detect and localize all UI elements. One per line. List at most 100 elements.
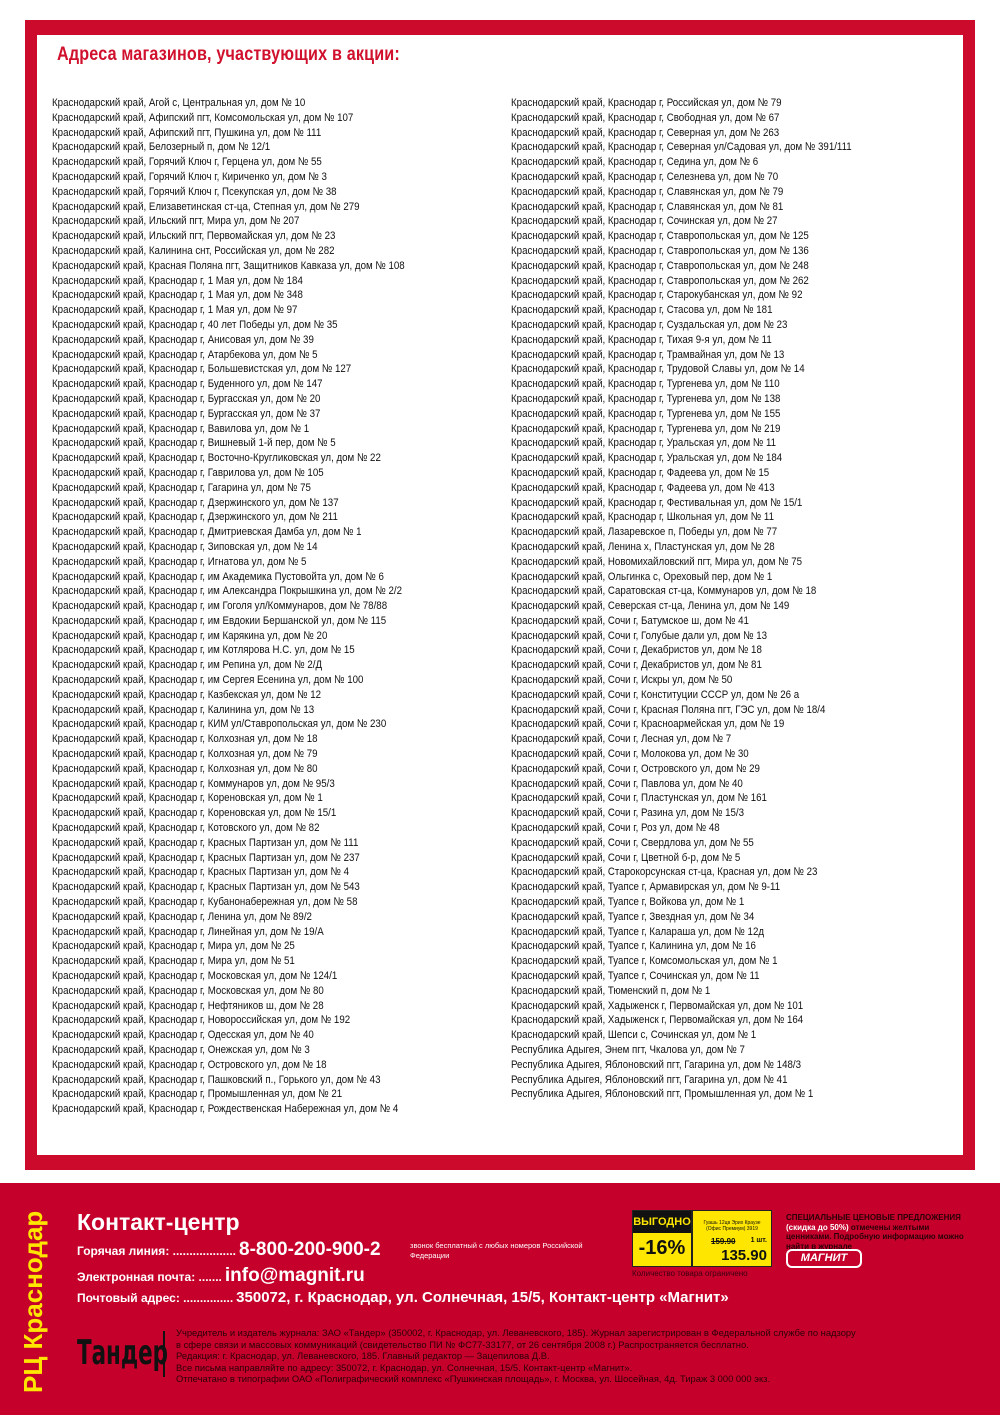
address-item: Республика Адыгея, Яблоновский пгт, Гага… <box>511 1073 788 1086</box>
address-item: Краснодарский край, Краснодар г, Красных… <box>52 881 360 894</box>
contact-center-title: Контакт-центр <box>77 1209 240 1235</box>
address-item: Краснодарский край, Краснодар г, КИМ ул/… <box>52 718 387 731</box>
address-item: Краснодарский край, Ленина х, Пластунска… <box>511 540 775 553</box>
address-item: Краснодарский край, Туапсе г, Звездная у… <box>511 910 755 923</box>
address-item: Краснодарский край, Краснодар г, Колхозн… <box>52 762 318 775</box>
address-item: Краснодарский край, Краснодар г, Красных… <box>52 851 360 864</box>
address-item: Краснодарский край, Краснодар г, Казбекс… <box>52 688 322 701</box>
address-item: Краснодарский край, Краснодар г, 1 Мая у… <box>52 274 303 287</box>
address-item: Краснодарский край, Саратовская ст-ца, К… <box>511 585 817 598</box>
address-item: Краснодарский край, Горячий Ключ г, Герц… <box>52 156 322 169</box>
limited-note: Количество товара ограничено <box>632 1269 748 1278</box>
address-item: Краснодарский край, Ильский пгт, Мира ул… <box>52 215 300 228</box>
address-item: Краснодарский край, Краснодар г, Мира ул… <box>52 955 295 968</box>
special-discount: (скидка до 50%) <box>786 1222 849 1232</box>
address-item: Краснодарский край, Горячий Ключ г, Псек… <box>52 185 337 198</box>
address-item: Краснодарский край, Краснодар г, Тургене… <box>511 378 780 391</box>
address-item: Краснодарский край, Краснодар г, Колхозн… <box>52 748 318 761</box>
address-item: Краснодарский край, Сочи г, Декабристов … <box>511 659 762 672</box>
address-item: Краснодарский край, Краснодар г, им Каря… <box>52 629 328 642</box>
address-item: Краснодарский край, Сочи г, Голубые дали… <box>511 629 768 642</box>
address-item: Краснодарский край, Краснодар г, Большев… <box>52 363 352 376</box>
page-title: Адреса магазинов, участвующих в акции: <box>57 44 400 65</box>
address-item: Краснодарский край, Туапсе г, Войкова ул… <box>511 896 745 909</box>
address-item: Краснодарский край, Краснодар г, им Котл… <box>52 644 355 657</box>
address-panel <box>37 35 963 1155</box>
address-item: Краснодарский край, Краснодар г, Котовск… <box>52 822 320 835</box>
magnit-logo: МАГНИТ <box>786 1249 862 1268</box>
address-item: Краснодарский край, Краснодар г, Нефтяни… <box>52 999 324 1012</box>
address-item: Краснодарский край, Туапсе г, Калинина у… <box>511 940 756 953</box>
address-item: Краснодарский край, Афипский пгт, Пушкин… <box>52 126 322 139</box>
address-item: Краснодарский край, Краснодар г, Красных… <box>52 836 359 849</box>
address-item: Краснодарский край, Краснодар г, Тургене… <box>511 392 781 405</box>
address-item: Краснодарский край, Краснодар г, Островс… <box>52 1058 327 1071</box>
price-tag-sample: ВЫГОДНО -16% Гуашь 12цв Эрих Краузе (Офи… <box>632 1210 772 1268</box>
address-item: Краснодарский край, Ильский пгт, Первома… <box>52 230 336 243</box>
address-item: Краснодарский край, Сочи г, Красноармейс… <box>511 718 785 731</box>
email-row: Электронная почта: ....... info@magnit.ru <box>77 1265 365 1287</box>
address-item: Краснодарский край, Краснодар г, Буденно… <box>52 378 323 391</box>
address-item: Краснодарский край, Ольгинка с, Ореховый… <box>511 570 773 583</box>
address-item: Краснодарский край, Шепси с, Сочинская у… <box>511 1029 757 1042</box>
address-item: Краснодарский край, Краснодар г, Уральск… <box>511 437 777 450</box>
address-item: Краснодарский край, Краснодар г, Славянс… <box>511 185 784 198</box>
special-offers-text: СПЕЦИАЛЬНЫЕ ЦЕНОВЫЕ ПРЕДЛОЖЕНИЯ (скидка … <box>786 1213 976 1251</box>
legal-line: Все письма направляйте по адресу: 350072… <box>176 1361 633 1373</box>
email-label: Электронная почта: ....... <box>77 1270 222 1284</box>
address-item: Краснодарский край, Туапсе г, Комсомольс… <box>511 955 778 968</box>
address-item: Краснодарский край, Краснодар г, Северна… <box>511 141 852 154</box>
address-item: Краснодарский край, Белозерный п, дом № … <box>52 141 271 154</box>
address-item: Краснодарский край, Краснодар г, Дзержин… <box>52 511 338 524</box>
address-item: Краснодарский край, Краснодар г, Фадеева… <box>511 481 775 494</box>
address-item: Краснодарский край, Краснодар г, Сочинск… <box>511 215 778 228</box>
hotline-note: звонок бесплатный с любых номеров Россий… <box>410 1241 583 1260</box>
address-item: Краснодарский край, Краснодар г, Красных… <box>52 866 349 879</box>
address-item: Краснодарский край, Краснодар г, Староку… <box>511 289 803 302</box>
address-item: Краснодарский край, Краснодар г, 1 Мая у… <box>52 289 303 302</box>
address-item: Краснодарский край, Горячий Ключ г, Кири… <box>52 170 327 183</box>
address-item: Краснодарский край, Краснодар г, им Акад… <box>52 570 384 583</box>
address-item: Краснодарский край, Краснодар г, Гагарин… <box>52 481 311 494</box>
address-item: Краснодарский край, Краснодар г, Одесска… <box>52 1029 314 1042</box>
price-label: Гуашь 12цв Эрих Краузе (Офис Премиум) 39… <box>692 1210 772 1267</box>
address-item: Краснодарский край, Краснодар г, Тихая 9… <box>511 333 772 346</box>
hotline-label: Горячая линия: ................... <box>77 1244 236 1258</box>
post-row: Почтовый адрес: ............... 350072, г… <box>77 1289 729 1307</box>
address-item: Краснодарский край, Краснодар г, Бургасс… <box>52 392 321 405</box>
address-item: Краснодарский край, Красная Поляна пгт, … <box>52 259 405 272</box>
address-item: Краснодарский край, Краснодар г, им Гого… <box>52 600 388 613</box>
tander-logo: Тандер <box>77 1333 168 1373</box>
address-item: Краснодарский край, Старокорсунская ст-ц… <box>511 866 818 879</box>
address-item: Краснодарский край, Тюменский п, дом № 1 <box>511 984 711 997</box>
address-item: Краснодарский край, Краснодар г, Игнатов… <box>52 555 307 568</box>
address-item: Краснодарский край, Краснодар г, Коренов… <box>52 807 337 820</box>
address-item: Краснодарский край, Туапсе г, Калараша у… <box>511 925 765 938</box>
address-item: Краснодарский край, Краснодар г, Дзержин… <box>52 496 339 509</box>
address-item: Краснодарский край, Краснодар г, Уральск… <box>511 452 783 465</box>
address-item: Краснодарский край, Краснодар г, Бургасс… <box>52 407 321 420</box>
product-name: Гуашь 12цв Эрих Краузе (Офис Премиум) 39… <box>703 1220 761 1232</box>
page-frame <box>25 20 975 1170</box>
address-item: Краснодарский край, Краснодар г, Онежска… <box>52 1044 310 1056</box>
address-item: Республика Адыгея, Энем пгт, Чкалова ул,… <box>511 1044 745 1056</box>
address-item: Краснодарский край, Краснодар г, Кубанон… <box>52 896 358 909</box>
hotline-number[interactable]: 8-800-200-900-2 <box>239 1239 381 1260</box>
address-item: Краснодарский край, Сочи г, Конституции … <box>511 688 800 701</box>
old-price: 159.90 <box>711 1237 736 1246</box>
address-item: Краснодарский край, Краснодар г, им Евдо… <box>52 614 387 627</box>
address-item: Краснодарский край, Калинина снт, Россий… <box>52 244 335 257</box>
address-item: Краснодарский край, Краснодар г, Калинин… <box>52 703 315 716</box>
address-item: Краснодарский край, Краснодар г, Московс… <box>52 984 324 997</box>
badge-label: ВЫГОДНО <box>633 1211 691 1233</box>
address-item: Краснодарский край, Краснодар г, Вавилов… <box>52 422 310 435</box>
address-item: Краснодарский край, Краснодар г, Атарбек… <box>52 348 318 361</box>
address-item: Республика Адыгея, Яблоновский пгт, Пром… <box>511 1088 814 1101</box>
address-item: Краснодарский край, Сочи г, Искры ул, до… <box>511 674 733 687</box>
address-item: Краснодарский край, Краснодар г, Зиповск… <box>52 540 318 553</box>
address-item: Краснодарский край, Сочи г, Роз ул, дом … <box>511 822 720 835</box>
email-link[interactable]: info@magnit.ru <box>224 1265 365 1286</box>
address-list-right: Краснодарский край, Краснодар г, Российс… <box>511 96 907 1102</box>
address-item: Краснодарский край, Краснодар г, Суздаль… <box>511 318 788 331</box>
address-item: Краснодарский край, Сочи г, Свердлова ул… <box>511 836 754 849</box>
